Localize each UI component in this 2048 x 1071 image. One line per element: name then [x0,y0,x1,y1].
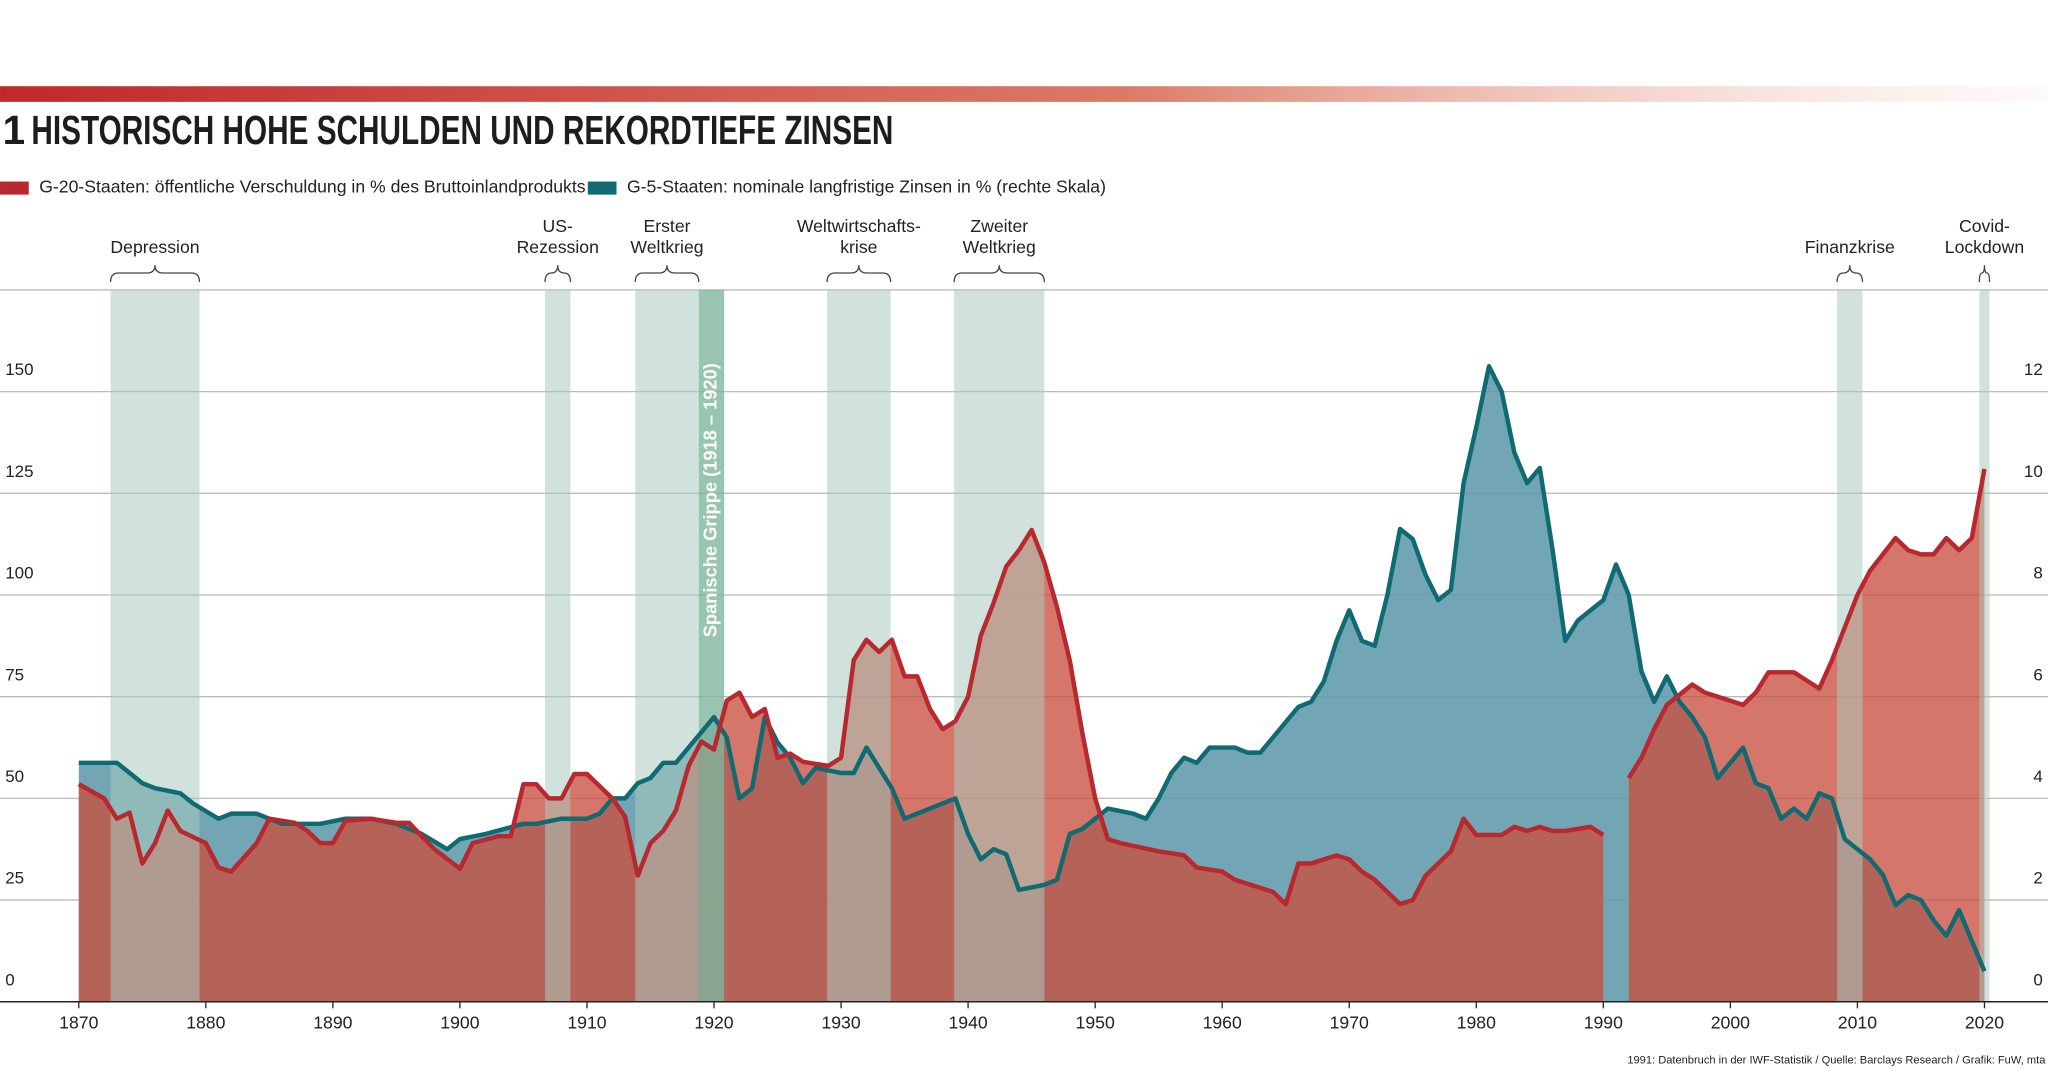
event-label: krise [840,237,877,257]
event-band [1979,289,1990,1002]
x-tick-label: 2000 [1711,1013,1750,1033]
x-tick-label: 1970 [1330,1013,1369,1033]
x-tick-label: 1990 [1584,1013,1623,1033]
legend-swatch [0,181,29,195]
y2-tick-label: 2 [2033,869,2042,888]
y2-tick-label: 0 [2033,970,2042,989]
event-label: Rezession [517,237,599,257]
event-brace [953,265,1045,283]
x-tick-label: 1940 [948,1013,987,1033]
event-label: Zweiter [970,216,1028,236]
x-tick-label: 1930 [821,1013,860,1033]
x-tick-label: 1870 [59,1013,98,1033]
y2-tick-label: 4 [2033,767,2042,786]
event-brace [109,265,201,283]
event-label: Weltwirtschafts- [797,216,921,236]
y2-tick-label: 8 [2033,564,2042,583]
series-line [77,468,1987,907]
y2-tick-label: 10 [2024,462,2043,481]
flu-label: Spanische Grippe (1918 – 1920) [699,363,720,637]
source-note: 1991: Datenbruch in der IWF-Statistik / … [1627,1054,2046,1066]
event-brace [1978,265,1991,283]
event-brace [634,265,700,283]
x-tick-label: 1890 [313,1013,352,1033]
event-brace [1836,265,1864,283]
event-brace [826,265,892,283]
y-tick-label: 0 [5,970,14,989]
y2-tick-label: 12 [2024,360,2043,379]
y2-tick-label: 6 [2033,665,2042,684]
x-tick-label: 2020 [1965,1013,2004,1033]
chart-title: HISTORISCH HOHE SCHULDEN UND REKORDTIEFE… [31,107,893,153]
event-band [635,289,699,1002]
event-label: Weltkrieg [630,237,703,257]
event-label: US- [543,216,573,236]
x-tick-label: 1910 [567,1013,606,1033]
event-brace [544,265,572,283]
x-tick-label: 1950 [1076,1013,1115,1033]
y-tick-label: 25 [5,869,24,888]
legend-swatch [587,181,617,195]
y-tick-label: 75 [5,665,24,684]
event-band [1837,289,1863,1002]
event-label: Covid- [1959,216,2010,236]
flu-band [698,289,725,1002]
event-label: Erster [643,216,690,236]
y-tick-label: 50 [5,767,24,786]
header-bar [0,86,2048,102]
x-tick-label: 1920 [694,1013,733,1033]
x-tick-label: 1960 [1203,1013,1242,1033]
y-tick-label: 100 [5,564,33,583]
event-band [545,289,571,1002]
event-label: Depression [110,237,199,257]
event-label: Lockdown [1945,237,2024,257]
event-band [954,289,1045,1002]
event-band [110,289,200,1002]
legend-label: G-20-Staaten: öffentliche Verschuldung i… [39,177,586,197]
y-tick-label: 150 [5,360,33,379]
x-tick-label: 1880 [186,1013,225,1033]
event-label: Finanzkrise [1805,237,1895,257]
event-band [827,289,891,1002]
x-tick-label: 1900 [440,1013,479,1033]
y-tick-label: 125 [5,462,33,481]
event-label: Weltkrieg [963,237,1036,257]
legend-label: G-5-Staaten: nominale langfristige Zinse… [627,177,1106,197]
x-tick-label: 2010 [1838,1013,1877,1033]
series-line [78,364,1987,973]
chart-number: 1 [3,107,26,153]
x-tick-label: 1980 [1457,1013,1496,1033]
